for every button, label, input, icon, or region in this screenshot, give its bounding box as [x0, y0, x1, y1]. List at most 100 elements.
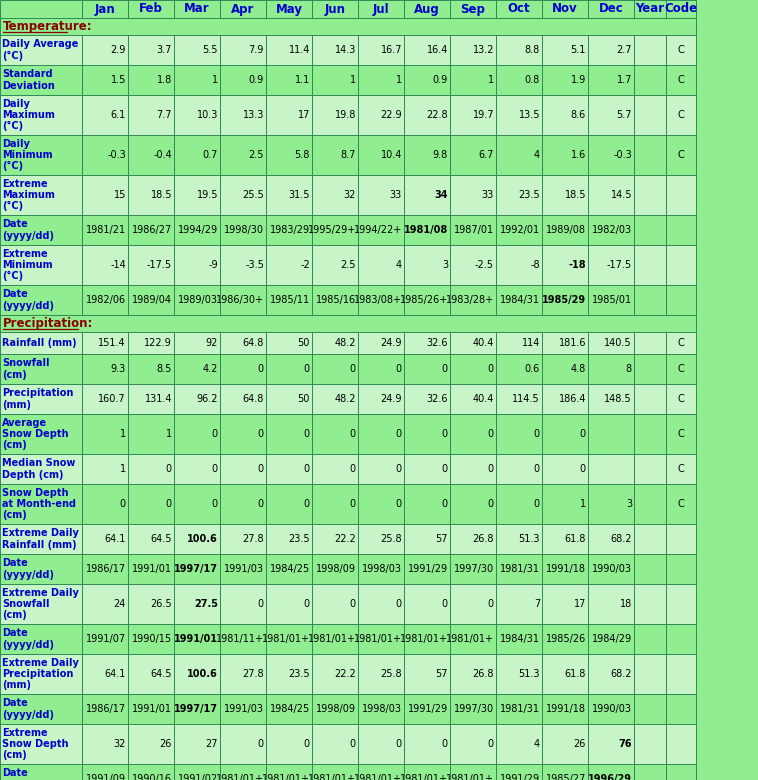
Bar [542, 694, 588, 724]
Text: 0: 0 [534, 499, 540, 509]
Bar [0, 332, 82, 354]
Bar [82, 215, 128, 245]
Text: 1998/30: 1998/30 [224, 225, 264, 235]
Text: 0: 0 [258, 739, 264, 749]
Bar [220, 175, 266, 215]
Bar [666, 654, 696, 694]
Text: C: C [678, 429, 684, 439]
Text: -3.5: -3.5 [245, 260, 264, 270]
Text: Jul: Jul [373, 2, 390, 16]
Bar [450, 554, 496, 584]
Bar [312, 584, 358, 624]
Bar [358, 332, 404, 354]
Bar [358, 245, 404, 285]
Bar [266, 354, 312, 384]
Bar [358, 454, 404, 484]
Bar [542, 654, 588, 694]
Bar [588, 332, 634, 354]
Text: 64.5: 64.5 [151, 669, 172, 679]
Text: 1981/01+: 1981/01+ [400, 634, 448, 644]
Bar [634, 95, 666, 135]
Text: 26.5: 26.5 [150, 599, 172, 609]
Bar [128, 285, 174, 315]
Text: 1983/28+: 1983/28+ [446, 295, 494, 305]
Bar [174, 245, 220, 285]
Bar [128, 694, 174, 724]
Bar [0, 624, 82, 654]
Bar [588, 654, 634, 694]
Bar [174, 554, 220, 584]
Text: 5.5: 5.5 [202, 45, 218, 55]
Text: 14.5: 14.5 [610, 190, 632, 200]
Bar [404, 654, 450, 694]
Bar [220, 215, 266, 245]
Bar [634, 332, 666, 354]
Text: 24: 24 [114, 599, 126, 609]
Text: 2.9: 2.9 [111, 45, 126, 55]
Text: 1991/07: 1991/07 [86, 634, 126, 644]
Bar [128, 0, 174, 18]
Text: 76: 76 [619, 739, 632, 749]
Text: -14: -14 [110, 260, 126, 270]
Bar [0, 285, 82, 315]
Text: C: C [678, 45, 684, 55]
Bar [128, 484, 174, 524]
Bar [266, 554, 312, 584]
Text: Snowfall
(cm): Snowfall (cm) [2, 358, 49, 380]
Bar [496, 524, 542, 554]
Text: 1981/01+: 1981/01+ [308, 634, 356, 644]
Bar [220, 724, 266, 764]
Bar [496, 654, 542, 694]
Bar [82, 654, 128, 694]
Bar [450, 332, 496, 354]
Bar [174, 175, 220, 215]
Bar [82, 554, 128, 584]
Bar [634, 245, 666, 285]
Bar [266, 724, 312, 764]
Bar [450, 65, 496, 95]
Bar [450, 215, 496, 245]
Bar [542, 0, 588, 18]
Bar [404, 454, 450, 484]
Text: 0: 0 [488, 599, 494, 609]
Text: 48.2: 48.2 [334, 338, 356, 348]
Bar [450, 0, 496, 18]
Bar [666, 484, 696, 524]
Text: 1: 1 [396, 75, 402, 85]
Bar [666, 384, 696, 414]
Text: 13.2: 13.2 [472, 45, 494, 55]
Bar [404, 65, 450, 95]
Text: Jun: Jun [324, 2, 346, 16]
Bar [450, 35, 496, 65]
Text: -2.5: -2.5 [475, 260, 494, 270]
Text: 5.8: 5.8 [295, 150, 310, 160]
Bar [542, 65, 588, 95]
Text: 0: 0 [396, 499, 402, 509]
Bar [312, 624, 358, 654]
Bar [542, 332, 588, 354]
Text: 1981/08: 1981/08 [404, 225, 448, 235]
Text: Aug: Aug [414, 2, 440, 16]
Bar [0, 554, 82, 584]
Text: 0: 0 [488, 739, 494, 749]
Bar [634, 384, 666, 414]
Bar [404, 484, 450, 524]
Bar [404, 135, 450, 175]
Bar [266, 332, 312, 354]
Text: 27: 27 [205, 739, 218, 749]
Bar [404, 384, 450, 414]
Bar [128, 654, 174, 694]
Text: 1981/01+: 1981/01+ [400, 774, 448, 780]
Text: Mar: Mar [184, 2, 210, 16]
Bar [128, 35, 174, 65]
Bar [0, 95, 82, 135]
Text: Nov: Nov [552, 2, 578, 16]
Text: 34: 34 [434, 190, 448, 200]
Text: 1981/11+: 1981/11+ [216, 634, 264, 644]
Bar [404, 0, 450, 18]
Text: Dec: Dec [599, 2, 623, 16]
Text: -17.5: -17.5 [607, 260, 632, 270]
Bar [128, 454, 174, 484]
Text: Date
(yyyy/dd): Date (yyyy/dd) [2, 289, 54, 310]
Bar [542, 215, 588, 245]
